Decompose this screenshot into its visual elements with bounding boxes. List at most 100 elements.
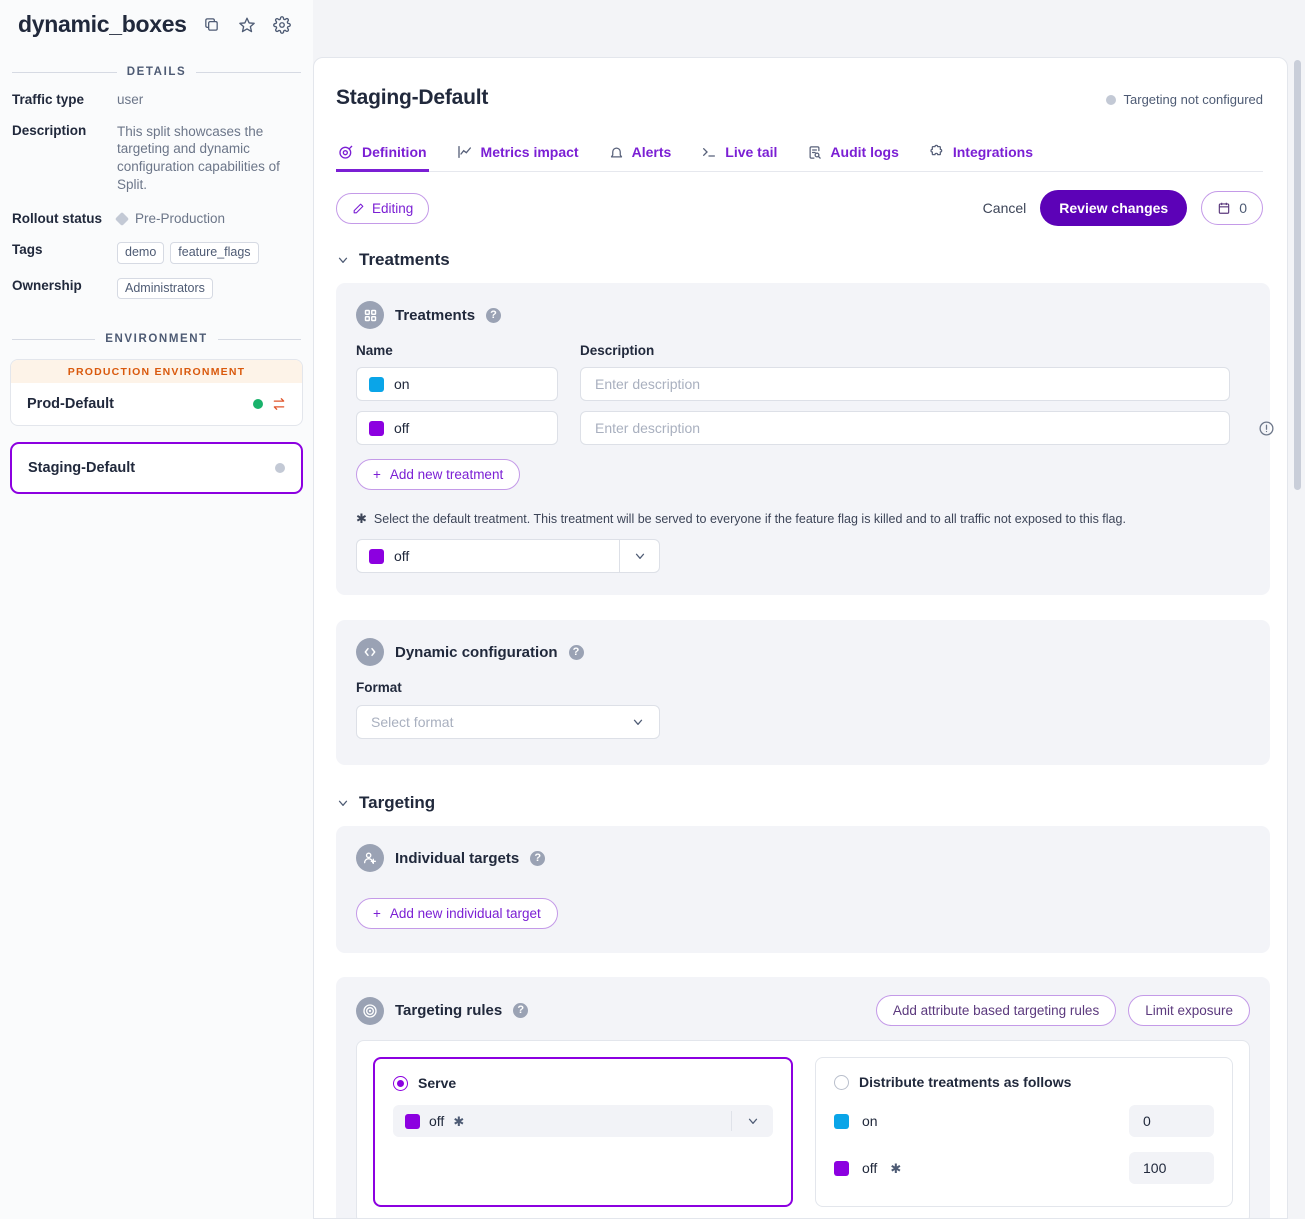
environment-title: Staging-Default — [336, 86, 489, 109]
help-icon[interactable]: ? — [530, 850, 546, 866]
tab-alerts[interactable]: Alerts — [607, 141, 674, 172]
environment-label: ENVIRONMENT — [105, 333, 208, 346]
distribution-treatment: off ✱ — [834, 1160, 901, 1176]
detail-key: Ownership — [12, 277, 82, 293]
treatments-section-header[interactable]: Treatments — [314, 226, 1287, 270]
detail-tags: Tags demo feature_flags — [10, 241, 303, 264]
treatment-name-input[interactable]: on — [356, 367, 558, 401]
detail-key: Rollout status — [12, 211, 102, 227]
pending-changes-badge[interactable]: 0 — [1201, 191, 1263, 225]
default-treatment-select[interactable]: off — [356, 539, 660, 573]
format-label: Format — [356, 680, 402, 695]
serve-radio-row[interactable]: Serve — [393, 1075, 773, 1091]
environment-indicators — [253, 397, 286, 411]
help-icon[interactable]: ? — [486, 307, 502, 323]
help-icon[interactable]: ? — [513, 1003, 529, 1018]
pencil-icon — [352, 202, 365, 215]
treatment-name: on — [394, 376, 410, 392]
panel-title-row: Staging-Default Targeting not configured — [336, 86, 1263, 110]
chevron-down-icon[interactable] — [619, 540, 659, 572]
distribute-radio-row[interactable]: Distribute treatments as follows — [834, 1074, 1214, 1090]
puzzle-icon — [929, 144, 945, 160]
limit-exposure-button[interactable]: Limit exposure — [1128, 995, 1250, 1026]
treatment-color-swatch — [834, 1113, 849, 1129]
add-attribute-rules-button[interactable]: Add attribute based targeting rules — [875, 995, 1117, 1026]
distribute-rule-box[interactable]: Distribute treatments as follows on 0 — [815, 1057, 1233, 1207]
format-select[interactable]: Select format — [356, 705, 660, 739]
environment-card-staging[interactable]: Staging-Default — [10, 442, 303, 495]
treatment-description-input[interactable]: Enter description — [580, 367, 1230, 401]
detail-key: Tags — [12, 241, 43, 257]
help-icon[interactable]: ? — [568, 644, 584, 660]
add-individual-target-label: Add new individual target — [389, 906, 541, 921]
treatments-card-header: Treatments ? — [356, 301, 1250, 329]
cancel-button[interactable]: Cancel — [982, 200, 1027, 216]
environment-name: Staging-Default — [28, 460, 136, 477]
flag-header: dynamic_boxes — [10, 0, 303, 44]
distribute-radio[interactable] — [834, 1074, 849, 1090]
tab-integrations[interactable]: Integrations — [927, 141, 1035, 172]
targeting-rules-card: Targeting rules ? Add attribute based ta… — [336, 977, 1270, 1218]
tab-definition[interactable]: Definition — [336, 141, 429, 172]
format-placeholder: Select format — [371, 714, 454, 730]
column-header-name: Name — [356, 343, 393, 358]
serve-treatment-value: off ✱ — [393, 1113, 464, 1129]
tab-live-tail[interactable]: Live tail — [699, 141, 779, 172]
targeting-rules-title: Targeting rules — [395, 1002, 503, 1019]
treatment-name-input[interactable]: off — [356, 411, 558, 445]
distribution-treatment: on — [834, 1113, 878, 1129]
vertical-scrollbar[interactable] — [1294, 60, 1301, 490]
treatments-heading: Treatments — [359, 250, 450, 269]
info-circle-icon[interactable] — [1252, 420, 1275, 437]
toolbar-actions: Cancel Review changes 0 — [983, 190, 1263, 226]
dynamic-configuration-card: Dynamic configuration ? Format Select fo… — [336, 620, 1270, 765]
distribution-row: on 0 — [834, 1105, 1214, 1137]
treatment-color-swatch — [834, 1160, 849, 1176]
add-new-treatment-button[interactable]: + Add new treatment — [356, 459, 521, 490]
default-asterisk-icon: ✱ — [890, 1160, 902, 1176]
target-icon — [338, 144, 354, 160]
environment-card-prod[interactable]: PRODUCTION ENVIRONMENT Prod-Default — [10, 359, 303, 427]
tab-metrics-impact[interactable]: Metrics impact — [455, 141, 581, 172]
swap-icon[interactable] — [272, 397, 286, 411]
dynamic-configuration-header: Dynamic configuration ? — [356, 638, 1250, 666]
page-title: dynamic_boxes — [18, 11, 187, 37]
targeting-heading: Targeting — [359, 793, 436, 812]
treatment-row: on Enter description — [356, 367, 1250, 401]
distribution-treatment-name: on — [862, 1113, 878, 1129]
tab-audit-logs[interactable]: Audit logs — [805, 141, 900, 172]
tab-label: Integrations — [952, 144, 1033, 160]
serve-treatment-select[interactable]: off ✱ — [393, 1105, 773, 1137]
plus-icon: + — [373, 906, 381, 921]
environment-row[interactable]: Prod-Default — [11, 383, 302, 425]
distribution-percent-input[interactable]: 0 — [1129, 1105, 1214, 1137]
details-label: DETAILS — [126, 66, 187, 78]
targeting-section-header[interactable]: Targeting — [314, 765, 1287, 813]
copy-icon[interactable] — [202, 15, 222, 35]
review-changes-button[interactable]: Review changes — [1040, 190, 1188, 226]
gear-icon[interactable] — [272, 15, 292, 35]
treatment-description-input[interactable]: Enter description — [580, 411, 1230, 445]
tag-chip[interactable]: feature_flags — [170, 241, 259, 264]
user-add-icon — [356, 844, 384, 872]
environment-row[interactable]: Staging-Default — [12, 444, 301, 492]
status-dot-inactive-icon — [275, 463, 285, 474]
distribution-percent-input[interactable]: 100 — [1129, 1152, 1214, 1184]
clipboard-icon — [1217, 201, 1231, 215]
distribution-row: off ✱ 100 — [834, 1152, 1214, 1184]
serve-rule-box[interactable]: Serve off ✱ — [373, 1057, 793, 1207]
grid-icon — [356, 301, 384, 329]
tab-label: Alerts — [631, 144, 672, 160]
treatment-row: off Enter description — [356, 411, 1274, 445]
editing-status-button[interactable]: Editing — [336, 192, 430, 224]
detail-key: Description — [12, 122, 87, 138]
add-individual-target-button[interactable]: + Add new individual target — [356, 898, 558, 929]
details-divider: DETAILS — [10, 66, 303, 78]
default-asterisk-icon: ✱ — [453, 1113, 465, 1129]
chevron-down-icon[interactable] — [731, 1111, 773, 1131]
star-icon[interactable] — [237, 15, 257, 35]
tag-chip[interactable]: demo — [117, 241, 165, 264]
ownership-chip[interactable]: Administrators — [117, 277, 213, 300]
serve-radio[interactable] — [393, 1075, 408, 1091]
default-treatment-note: ✱ Select the default treatment. This tre… — [356, 512, 1250, 526]
